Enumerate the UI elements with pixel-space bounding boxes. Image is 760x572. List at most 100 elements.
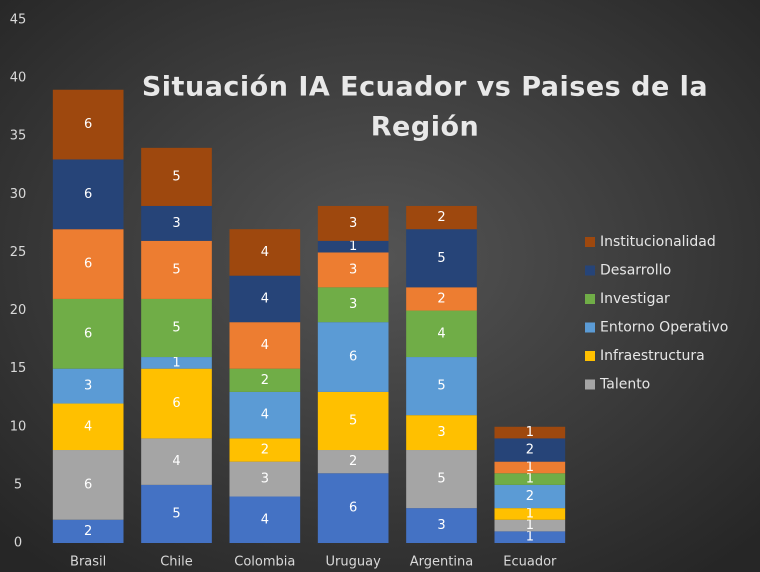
data-label: 5 — [172, 320, 180, 335]
legend-label: Desarrollo — [600, 263, 671, 279]
data-label: 2 — [84, 524, 92, 539]
y-tick-label: 30 — [10, 187, 27, 202]
data-label: 6 — [84, 187, 92, 202]
y-tick-label: 0 — [14, 536, 22, 551]
bar-segment — [406, 415, 477, 451]
bar-segment — [141, 484, 212, 543]
bar-segment — [317, 287, 389, 323]
bar-segment — [52, 519, 124, 543]
bar-segment — [494, 508, 566, 520]
bar-segment — [52, 298, 124, 369]
bar-segment — [229, 322, 301, 369]
bar-segment — [406, 310, 477, 358]
y-tick-label: 15 — [10, 361, 27, 376]
data-label: 6 — [84, 257, 92, 272]
data-label: 3 — [437, 425, 445, 440]
data-label: 6 — [84, 117, 92, 132]
data-label: 5 — [172, 262, 180, 277]
bar-segment — [494, 531, 566, 543]
data-label: 3 — [261, 472, 269, 487]
bar-segment — [317, 391, 389, 451]
bar-segment — [494, 473, 566, 485]
bar-segment — [52, 89, 124, 160]
bar-segment — [141, 438, 212, 485]
bar-segment — [141, 240, 212, 299]
legend-swatch — [585, 379, 595, 390]
bar-segment — [52, 403, 124, 451]
bar-segment — [406, 287, 477, 311]
data-label: 6 — [84, 477, 92, 492]
data-label: 1 — [526, 530, 534, 545]
legend-swatch — [585, 237, 595, 247]
bar-segment — [229, 391, 301, 439]
bar-segment — [317, 240, 389, 253]
bar-segment — [229, 461, 301, 497]
legend-swatch — [585, 351, 595, 361]
y-tick-label: 40 — [10, 71, 27, 86]
data-label: 2 — [437, 210, 445, 225]
x-tick-label: Brasil — [70, 555, 106, 570]
data-label: 2 — [261, 443, 269, 458]
data-label: 2 — [261, 373, 269, 388]
chart-title: Situación IA Ecuador vs Paises de la — [142, 72, 708, 103]
data-label: 1 — [526, 506, 534, 521]
bar-segment — [229, 368, 301, 392]
legend-swatch — [585, 294, 595, 304]
data-label: 3 — [84, 379, 92, 394]
data-label: 5 — [437, 379, 445, 394]
data-label: 5 — [437, 251, 445, 266]
bar-segment — [141, 357, 212, 369]
data-label: 5 — [349, 413, 357, 428]
legend-label: Institucionalidad — [600, 234, 716, 250]
bar-segment — [317, 205, 389, 241]
data-label: 4 — [261, 338, 269, 353]
data-label: 2 — [526, 443, 534, 458]
bar-segment — [141, 298, 212, 358]
x-tick-label: Chile — [160, 555, 193, 570]
bar-segment — [406, 508, 477, 543]
bar-segment — [406, 357, 477, 416]
y-tick-label: 35 — [10, 129, 27, 144]
data-label: 3 — [349, 216, 357, 231]
data-label: 4 — [261, 245, 269, 260]
bar-segment — [229, 438, 301, 462]
legend-label: Talento — [599, 377, 650, 393]
bar-segment — [229, 229, 301, 276]
bar-segment — [406, 229, 477, 288]
bar-segment — [52, 159, 124, 230]
chart-title: Región — [371, 112, 479, 143]
bar-segment — [494, 519, 566, 532]
y-tick-label: 45 — [10, 13, 27, 28]
legend-label: Infraestructura — [600, 348, 705, 364]
data-label: 4 — [261, 512, 269, 527]
y-tick-label: 20 — [10, 303, 27, 318]
data-label: 1 — [349, 239, 357, 254]
bar-segment — [317, 322, 389, 392]
legend-label: Entorno Operativo — [600, 320, 728, 336]
bar-segment — [406, 205, 477, 230]
data-label: 4 — [437, 326, 445, 341]
data-label: 6 — [172, 396, 180, 411]
x-tick-label: Uruguay — [326, 555, 382, 570]
data-label: 2 — [349, 454, 357, 469]
data-label: 4 — [261, 291, 269, 306]
bar-segment — [52, 368, 124, 404]
x-tick-label: Colombia — [234, 555, 295, 570]
y-tick-label: 10 — [10, 419, 27, 434]
data-label: 4 — [261, 408, 269, 423]
bar-segment — [317, 252, 389, 288]
data-label: 3 — [349, 262, 357, 277]
bar-segment — [317, 473, 389, 543]
data-label: 3 — [172, 216, 180, 231]
y-tick-label: 25 — [10, 245, 27, 260]
data-label: 5 — [172, 169, 180, 184]
data-label: 5 — [437, 472, 445, 487]
data-label: 1 — [526, 472, 534, 487]
data-label: 1 — [526, 460, 534, 475]
bar-segment — [494, 438, 566, 462]
data-label: 6 — [84, 326, 92, 341]
data-label: 4 — [172, 454, 180, 469]
x-tick-label: Argentina — [410, 555, 473, 570]
y-tick-label: 5 — [14, 477, 22, 492]
